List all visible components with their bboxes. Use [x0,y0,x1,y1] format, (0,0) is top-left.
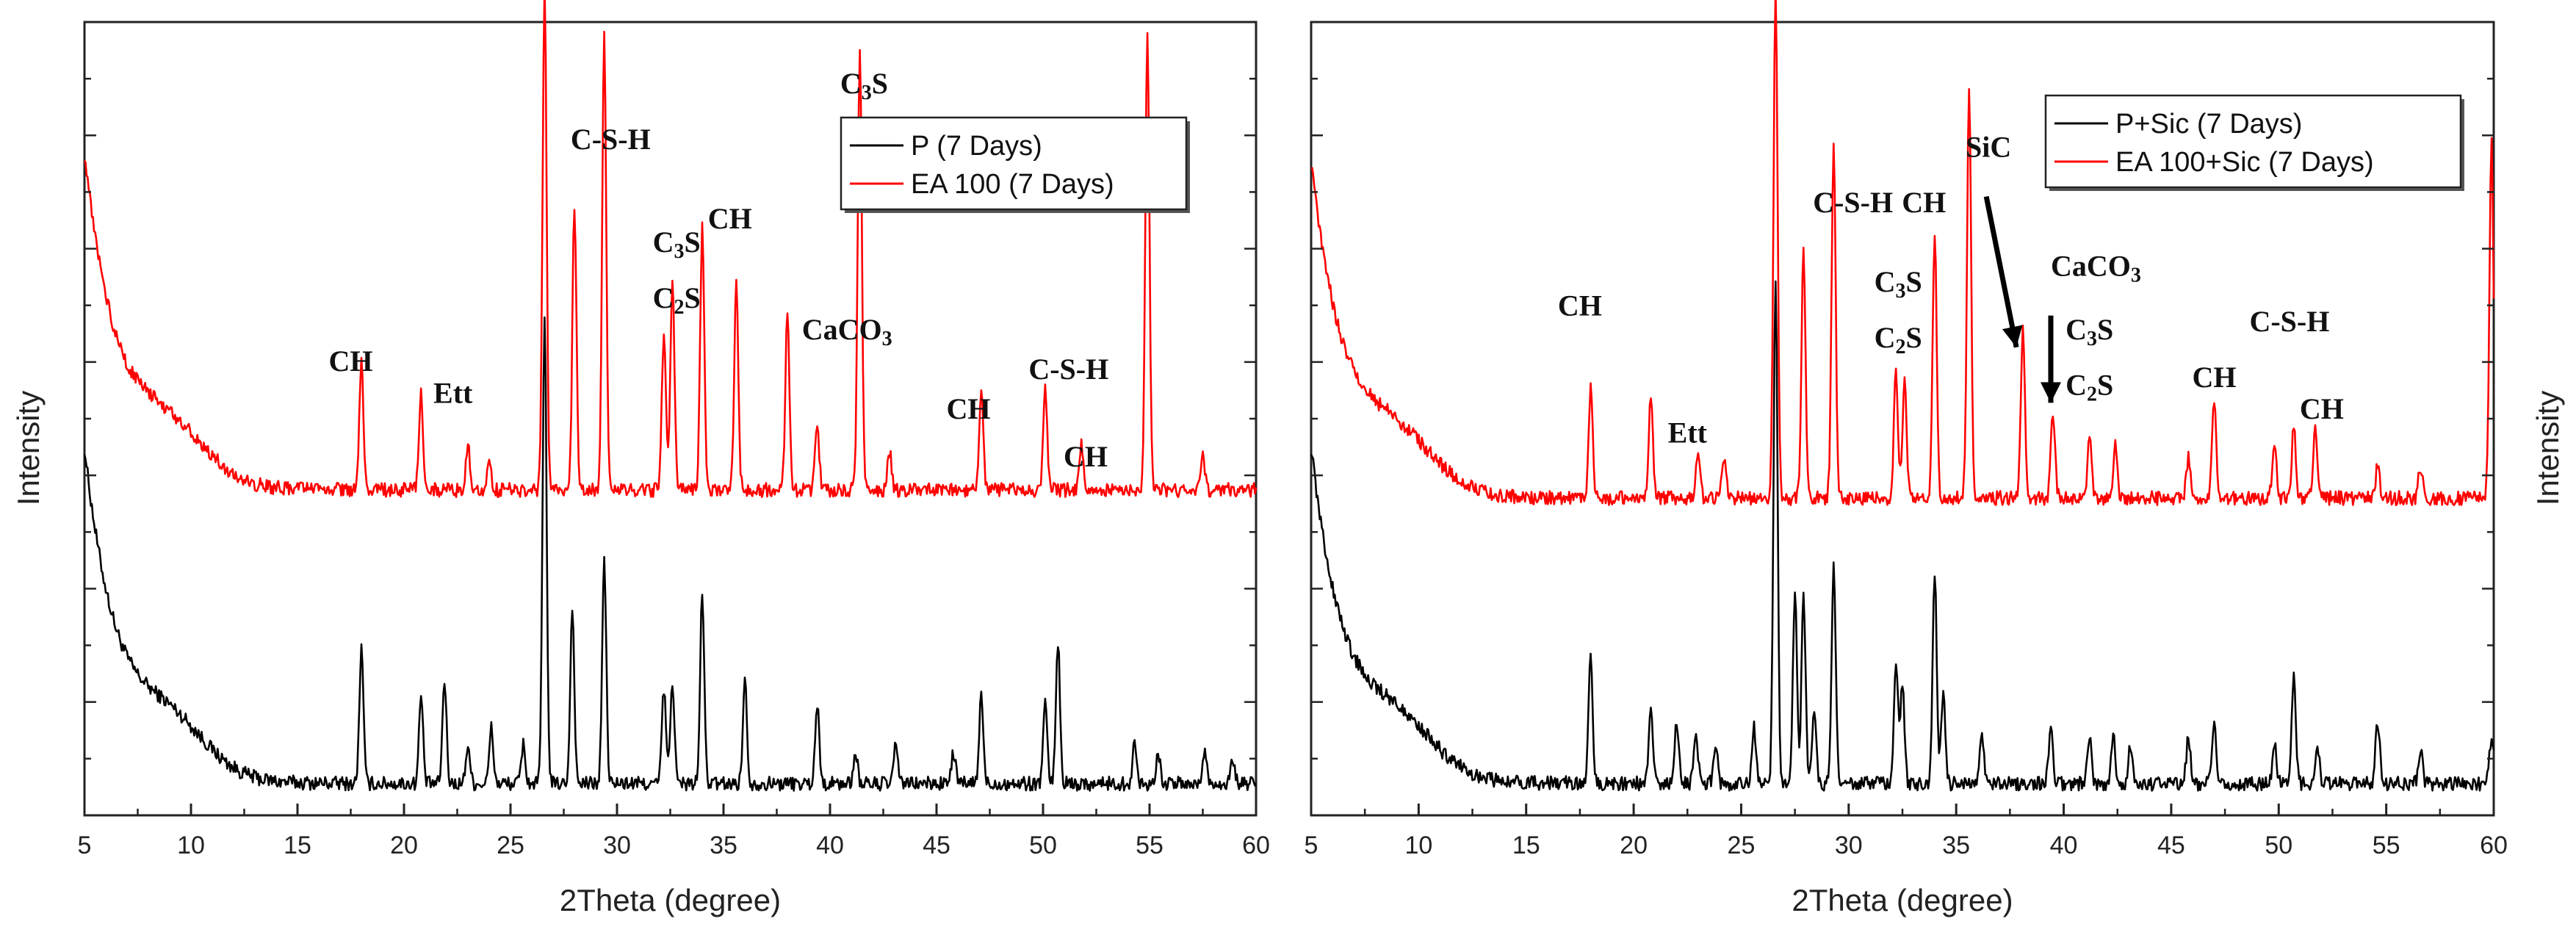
x-tick-label: 40 [816,831,844,859]
series-line-red [83,0,1258,499]
peak-label: C2S [1875,321,1922,358]
peak-label: C-S-H [2249,305,2329,338]
x-tick-label: 5 [1305,831,1318,859]
x-tick-label: 45 [2157,831,2185,859]
chart-panel-left: 5 10 15 20 25 30 35 40 45 50 55 60 2Theta (degree) In… [11,0,1270,917]
x-tick-label: 35 [1942,831,1970,859]
peak-label: CH [2300,392,2344,425]
peak-label: C-S-H [1813,186,1893,219]
x-tick-label: 20 [390,831,418,859]
peak-label: CH [947,392,991,425]
peak-label: C-S-H [1028,353,1108,386]
x-tick-label: 25 [497,831,524,859]
legend-box [2044,94,2462,189]
peak-label: C3S [653,225,701,263]
x-tick-label: 30 [603,831,631,859]
peak-label: C3S [840,67,888,104]
x-tick-label: 10 [1404,831,1432,859]
pointer-arrow-head [2002,325,2023,347]
x-tick-label: 60 [1242,831,1270,859]
peak-label: Ett [433,376,473,409]
x-tick-label: 60 [2480,831,2508,859]
legend-entry: EA 100 (7 Days) [911,169,1114,200]
x-tick-label: 55 [1136,831,1163,859]
x-tick-label: 35 [710,831,737,859]
x-tick-label: 50 [1029,831,1057,859]
x-tick-label: 50 [2265,831,2292,859]
x-axis-label: 2Theta (degree) [1792,883,2013,917]
legend-box [840,116,1188,211]
peak-label: CaCO3 [2051,250,2141,287]
x-tick-label: 25 [1728,831,1756,859]
peak-label: C-S-H [571,123,651,156]
x-tick-label: 30 [1835,831,1863,859]
legend-entry: P (7 Days) [911,131,1042,162]
legend-entry: EA 100+Sic (7 Days) [2115,147,2374,178]
chart-panel-right: 5 10 15 20 25 30 35 40 45 50 55 60 2Theta (degree) In… [1305,0,2565,917]
peak-label: CH [1064,440,1108,473]
x-tick-label: 20 [1620,831,1648,859]
x-tick-label: 5 [78,831,92,859]
x-tick-label: 45 [923,831,950,859]
peak-label: CH [1902,186,1946,219]
x-tick-label: 15 [284,831,311,859]
x-tick-label: 40 [2050,831,2078,859]
x-tick-label: 10 [177,831,205,859]
legend-entry: P+Sic (7 Days) [2115,109,2302,140]
peak-label: SiC [1966,131,2011,164]
peak-label: CaCO3 [802,313,892,350]
x-tick-label: 55 [2373,831,2400,859]
y-axis-label: Intensity [2530,391,2565,505]
peak-label: CH [1558,289,1602,322]
peak-label: C3S [2066,313,2113,350]
y-axis-label: Intensity [11,391,46,505]
peak-label: CH [708,202,752,235]
peak-label: CH [2192,361,2236,394]
series-line-black [1310,280,2495,792]
series-line-red [1310,0,2495,506]
peak-label: C2S [653,281,701,319]
series-line-black [83,316,1258,792]
pointer-arrow [1983,195,2019,348]
peak-label: CH [329,344,373,378]
pointer-arrow-head [2040,382,2061,403]
peak-label: C2S [2066,369,2113,406]
x-tick-label: 15 [1512,831,1540,859]
peak-label: Ett [1668,416,1708,449]
x-axis-label: 2Theta (degree) [560,883,781,917]
peak-label: C3S [1875,265,1922,303]
